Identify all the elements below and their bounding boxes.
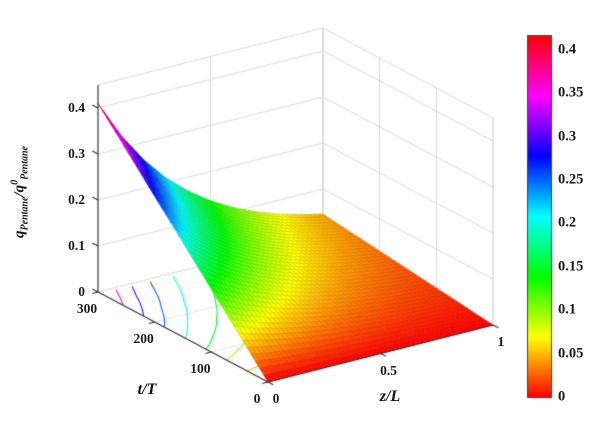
matlab-3d-surface-figure: qPentane/q0Pentane t/T z/L 0 0.1 0.2 0.3 0.4… xyxy=(0,0,600,428)
surface-plot-canvas xyxy=(0,0,600,428)
